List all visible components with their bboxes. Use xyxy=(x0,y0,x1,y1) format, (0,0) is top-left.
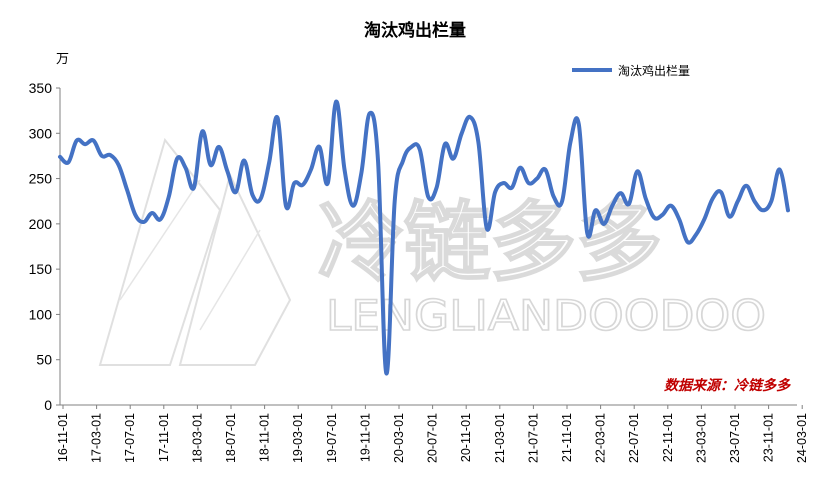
y-tick-label: 250 xyxy=(29,171,53,187)
x-tick-label: 24-03-01 xyxy=(795,413,809,463)
x-tick-label: 21-03-01 xyxy=(493,413,507,463)
x-tick-label: 19-03-01 xyxy=(291,413,305,463)
x-tick-label: 20-03-01 xyxy=(392,413,406,463)
x-tick-label: 22-03-01 xyxy=(594,413,608,463)
y-tick-label: 300 xyxy=(29,125,53,141)
legend: 淘汰鸡出栏量 xyxy=(572,63,690,78)
x-tick-label: 18-03-01 xyxy=(190,413,204,463)
y-tick-label: 100 xyxy=(29,306,53,322)
legend-label: 淘汰鸡出栏量 xyxy=(618,63,690,78)
x-tick-label: 20-07-01 xyxy=(426,413,440,463)
y-tick-label: 50 xyxy=(36,352,52,368)
watermark-cn-text: 冷链多多 xyxy=(318,193,662,293)
x-tick-label: 17-11-01 xyxy=(157,413,171,462)
x-tick-label: 19-11-01 xyxy=(358,413,372,462)
y-axis-ticks: 0 50 100 150 200 250 300 350 xyxy=(29,80,60,413)
watermark-logo xyxy=(98,137,292,366)
x-axis-ticks: 16-11-01 17-03-01 17-07-01 17-11-01 18-03-01… xyxy=(56,405,809,463)
watermark-en-text: LENGLIANDOODOO xyxy=(326,291,766,340)
x-tick-label: 22-11-01 xyxy=(661,413,675,462)
x-tick-label: 18-11-01 xyxy=(258,413,272,462)
x-tick-label: 16-11-01 xyxy=(56,413,70,462)
y-tick-label: 0 xyxy=(44,397,52,413)
x-tick-label: 17-03-01 xyxy=(90,413,104,463)
watermark: 冷链多多 LENGLIANDOODOO xyxy=(98,137,767,366)
y-tick-label: 150 xyxy=(29,261,53,277)
x-tick-label: 23-11-01 xyxy=(762,413,776,462)
y-tick-label: 200 xyxy=(29,216,53,232)
x-tick-label: 17-07-01 xyxy=(123,413,137,463)
y-tick-label: 350 xyxy=(29,80,53,96)
source-note: 数据来源：冷链多多 xyxy=(664,377,791,394)
x-tick-label: 20-11-01 xyxy=(459,413,473,462)
x-tick-label: 21-11-01 xyxy=(560,413,574,462)
y-axis-unit: 万 xyxy=(56,52,69,67)
series-line-culled-hens xyxy=(58,99,790,376)
x-tick-label: 22-07-01 xyxy=(627,413,641,463)
x-tick-label: 18-07-01 xyxy=(224,413,238,463)
x-tick-label: 23-07-01 xyxy=(728,413,742,463)
chart-title: 淘汰鸡出栏量 xyxy=(364,20,466,41)
x-tick-label: 21-07-01 xyxy=(526,413,540,463)
x-tick-label: 19-07-01 xyxy=(325,413,339,463)
x-tick-label: 23-03-01 xyxy=(694,413,708,463)
